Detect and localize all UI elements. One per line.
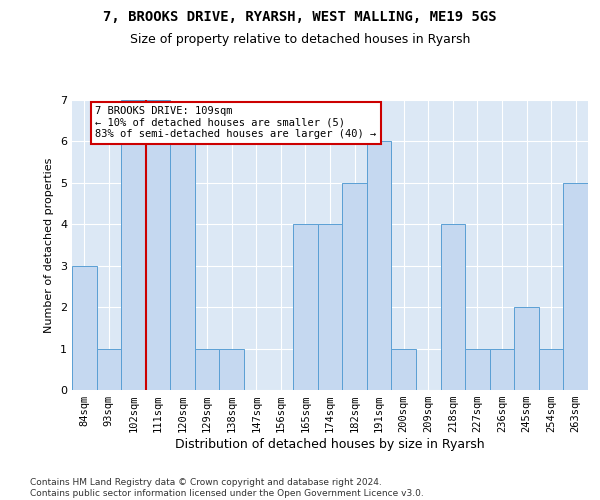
Bar	[391, 348, 416, 390]
Text: 7 BROOKS DRIVE: 109sqm
← 10% of detached houses are smaller (5)
83% of semi-deta: 7 BROOKS DRIVE: 109sqm ← 10% of detached…	[95, 106, 377, 140]
Y-axis label: Number of detached properties: Number of detached properties	[44, 158, 55, 332]
Bar	[146, 100, 170, 390]
Text: Contains HM Land Registry data © Crown copyright and database right 2024.
Contai: Contains HM Land Registry data © Crown c…	[30, 478, 424, 498]
Bar	[195, 348, 220, 390]
Bar	[514, 307, 539, 390]
Text: Size of property relative to detached houses in Ryarsh: Size of property relative to detached ho…	[130, 32, 470, 46]
Bar	[367, 142, 391, 390]
X-axis label: Distribution of detached houses by size in Ryarsh: Distribution of detached houses by size …	[175, 438, 485, 451]
Text: 7, BROOKS DRIVE, RYARSH, WEST MALLING, ME19 5GS: 7, BROOKS DRIVE, RYARSH, WEST MALLING, M…	[103, 10, 497, 24]
Bar	[440, 224, 465, 390]
Bar	[563, 183, 588, 390]
Bar	[293, 224, 318, 390]
Bar	[318, 224, 342, 390]
Bar	[97, 348, 121, 390]
Bar	[170, 142, 195, 390]
Bar	[220, 348, 244, 390]
Bar	[539, 348, 563, 390]
Bar	[121, 100, 146, 390]
Bar	[342, 183, 367, 390]
Bar	[490, 348, 514, 390]
Bar	[72, 266, 97, 390]
Bar	[465, 348, 490, 390]
